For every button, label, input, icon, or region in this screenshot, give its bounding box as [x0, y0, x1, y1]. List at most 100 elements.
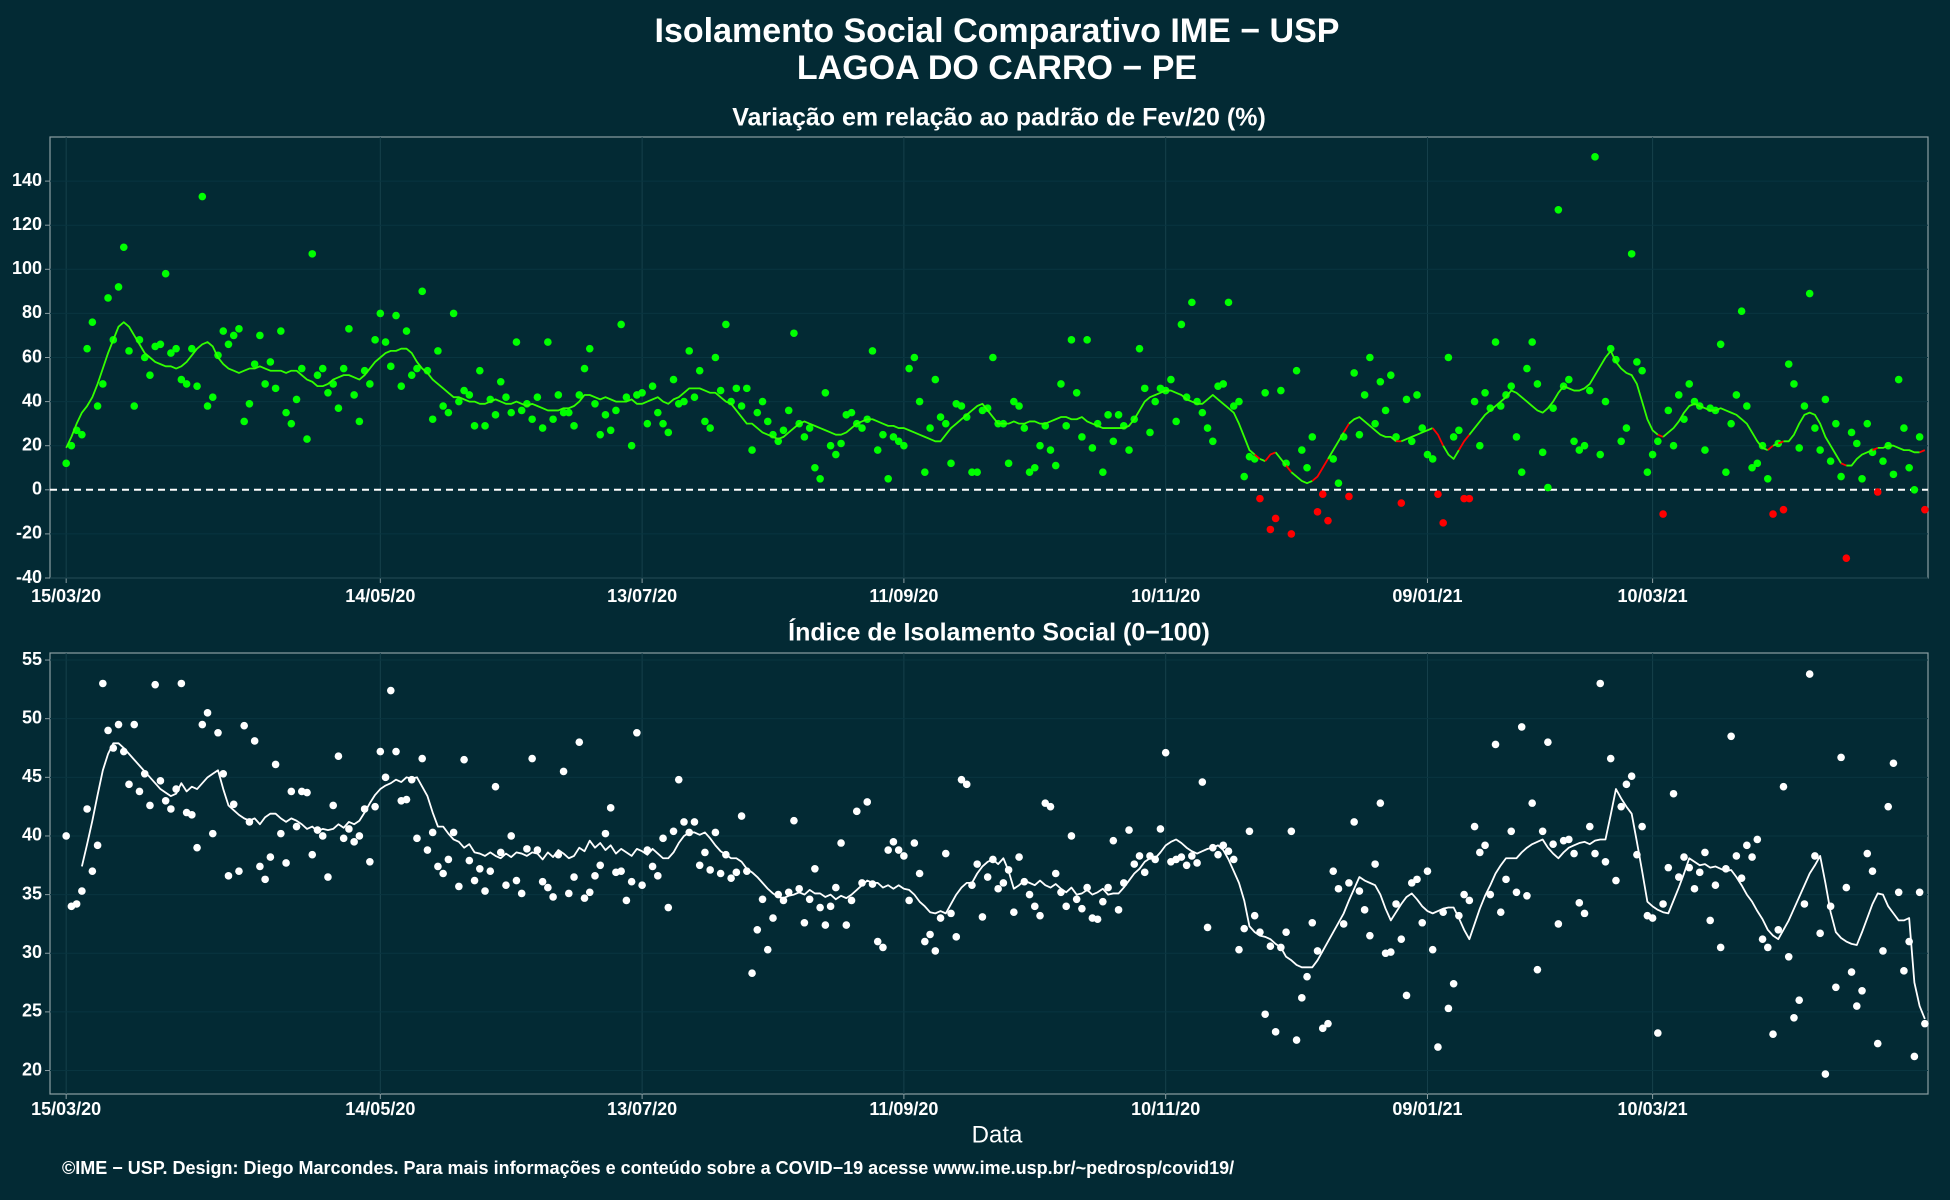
data-point [1062, 422, 1071, 430]
data-point [146, 801, 154, 810]
x-axis-label: Data [972, 1121, 1023, 1148]
data-point [339, 364, 348, 373]
footer: ©IME − USP. Design: Diego Marcondes. Par… [62, 1158, 1234, 1178]
data-point [439, 402, 447, 410]
data-point [402, 795, 411, 804]
data-point [1664, 406, 1673, 415]
data-point [130, 720, 139, 729]
data-point [1523, 891, 1531, 900]
x-tick-label: 10/03/21 [1618, 1099, 1688, 1119]
data-point [366, 857, 374, 866]
data-point [811, 865, 819, 873]
data-point [1114, 411, 1123, 419]
data-point [1470, 397, 1479, 406]
data-point [224, 872, 233, 880]
data-point [1565, 835, 1573, 844]
data-point [282, 859, 290, 867]
data-point [1654, 1029, 1662, 1037]
data-point [287, 419, 296, 428]
data-point [1790, 1013, 1798, 1022]
data-point [1046, 802, 1055, 811]
data-point [1151, 397, 1160, 406]
data-point [1847, 968, 1856, 976]
data-point [847, 408, 856, 417]
data-point [1769, 1030, 1777, 1038]
data-point [449, 309, 458, 318]
data-point [1695, 868, 1704, 877]
data-point [512, 338, 521, 346]
data-point [507, 832, 516, 840]
data-point [941, 849, 950, 858]
data-point [1910, 1052, 1919, 1061]
data-point [386, 686, 395, 695]
data-point [826, 902, 835, 911]
data-point [1109, 437, 1118, 446]
data-point [1727, 419, 1735, 428]
data-point [1921, 1019, 1929, 1028]
data-point [1025, 468, 1034, 476]
data-point [1209, 437, 1217, 446]
data-point [507, 408, 516, 417]
data-point [1114, 906, 1123, 914]
data-point [1020, 424, 1029, 432]
data-point [465, 856, 474, 865]
data-point [1732, 391, 1741, 399]
data-point [1135, 344, 1144, 353]
data-point [1654, 437, 1662, 446]
data-point [1308, 918, 1317, 927]
data-point [470, 876, 479, 885]
data-point [1298, 994, 1306, 1002]
data-point [737, 402, 746, 410]
data-point [1575, 446, 1584, 454]
data-point [78, 887, 86, 895]
data-point [324, 388, 332, 397]
x-tick-label: 11/09/20 [869, 586, 938, 606]
data-point [140, 770, 149, 778]
data-point [1308, 433, 1317, 441]
data-point [1135, 852, 1144, 860]
data-point [1413, 391, 1421, 399]
data-point [1271, 1028, 1280, 1036]
x-tick-label: 10/03/21 [1618, 586, 1688, 606]
data-point [847, 896, 856, 905]
data-point [1287, 827, 1296, 836]
data-point [517, 889, 526, 898]
data-point [1863, 419, 1872, 428]
data-point [177, 679, 186, 688]
data-point [167, 805, 175, 813]
data-point [659, 419, 667, 428]
data-point [1109, 836, 1118, 845]
data-point [1601, 397, 1610, 406]
data-point [784, 406, 793, 415]
data-point [1177, 853, 1186, 861]
data-point [837, 439, 845, 448]
data-point [863, 798, 872, 806]
data-point [491, 782, 500, 791]
data-point [99, 679, 107, 688]
data-point [1837, 472, 1845, 481]
data-point [774, 437, 783, 446]
data-point [805, 895, 814, 904]
data-point [1444, 1004, 1453, 1013]
data-point [245, 400, 254, 408]
data-point [1413, 875, 1421, 884]
data-point [1439, 519, 1447, 527]
data-point [93, 841, 102, 850]
data-point [1748, 463, 1756, 472]
data-point [156, 777, 165, 785]
data-point [1298, 446, 1306, 454]
data-point [1606, 344, 1615, 353]
data-point [921, 937, 929, 946]
data-point [1585, 822, 1594, 831]
moving-average-line [1431, 427, 1444, 447]
data-point [1015, 402, 1023, 410]
data-point [88, 867, 97, 875]
data-point [345, 825, 353, 833]
data-point [1758, 441, 1767, 450]
data-point [894, 846, 903, 854]
data-point [1905, 463, 1913, 472]
data-point [905, 364, 913, 373]
data-point [1811, 852, 1819, 860]
data-point [1868, 867, 1877, 875]
moving-average-line [1468, 349, 1659, 436]
